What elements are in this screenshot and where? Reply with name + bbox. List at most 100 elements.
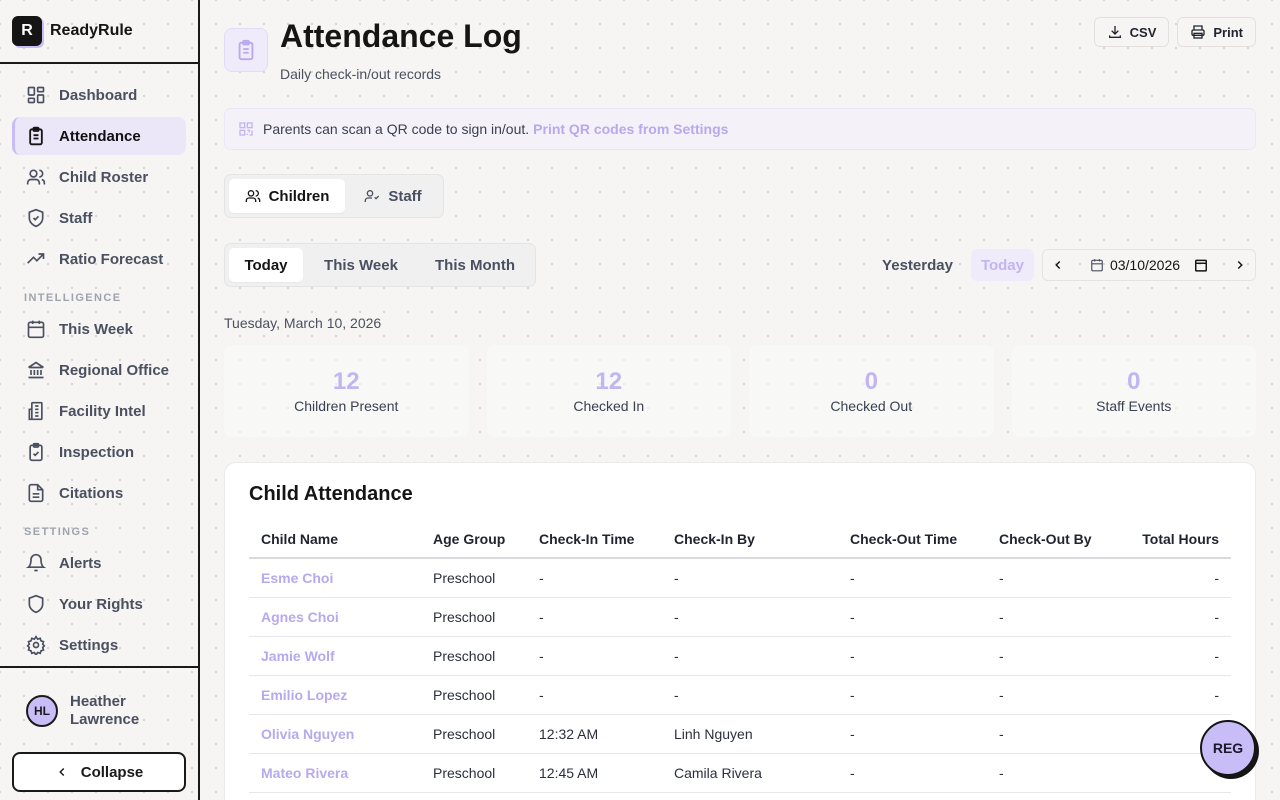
page-title: Attendance Log xyxy=(280,18,522,54)
child-name-link[interactable]: Emilio Lopez xyxy=(249,675,421,715)
clipboard-icon xyxy=(238,39,254,61)
sidebar-item-label: Citations xyxy=(59,484,124,502)
check-out-time: - xyxy=(838,675,987,715)
download-icon xyxy=(1108,26,1121,38)
child-name-link[interactable]: Esme Choi xyxy=(249,558,421,598)
child-name-link[interactable]: Jamie Wolf xyxy=(249,636,421,676)
column-header[interactable]: Total Hours xyxy=(1117,520,1231,559)
brand-logo: R xyxy=(12,16,42,46)
brand[interactable]: R ReadyRule xyxy=(0,0,198,64)
stat-label: Children Present xyxy=(294,398,399,414)
clipboard-icon xyxy=(29,126,43,146)
print-button[interactable]: Print xyxy=(1177,17,1256,47)
date-input[interactable]: 03/10/2026 xyxy=(1090,257,1208,273)
table-row: Jamie Wolf Preschool - - - - - xyxy=(249,636,1231,676)
gear-icon xyxy=(26,635,46,655)
date-picker[interactable]: 03/10/2026 xyxy=(1042,249,1256,281)
collapse-label: Collapse xyxy=(80,763,144,781)
check-out-by: - xyxy=(987,675,1117,715)
audience-tabs: Children Staff xyxy=(224,174,444,218)
column-header[interactable]: Child Name xyxy=(249,520,421,559)
today-button[interactable]: Today xyxy=(970,249,1034,281)
print-qr-codes-link[interactable]: Print QR codes from Settings xyxy=(533,121,729,137)
sidebar-item-your-rights[interactable]: Your Rights xyxy=(12,585,186,623)
column-header[interactable]: Check-In Time xyxy=(527,520,662,559)
sidebar-item-ratio-forecast[interactable]: Ratio Forecast xyxy=(12,240,186,278)
sidebar-item-alerts[interactable]: Alerts xyxy=(12,544,186,582)
check-in-time: - xyxy=(527,558,662,598)
sidebar-item-staff[interactable]: Staff xyxy=(12,199,186,237)
child-name-link[interactable]: Mateo Rivera xyxy=(249,753,421,793)
dashboard-icon xyxy=(27,86,45,104)
sidebar-item-label: Attendance xyxy=(59,127,141,145)
shield-check-icon xyxy=(28,208,44,228)
calendar-icon xyxy=(27,320,45,339)
shield-icon xyxy=(28,594,44,614)
sidebar-footer: HL Heather Lawrence Collapse xyxy=(0,666,198,800)
check-out-time: - xyxy=(838,636,987,676)
column-header[interactable]: Age Group xyxy=(421,520,527,559)
tab-label: Staff xyxy=(388,187,422,205)
child-name-link[interactable]: Olivia Nguyen xyxy=(249,714,421,754)
sidebar-item-citations[interactable]: Citations xyxy=(12,474,186,512)
stat-checked-out: 0 Checked Out xyxy=(749,345,994,437)
tab-children[interactable]: Children xyxy=(229,179,345,213)
calendar-picker-icon[interactable] xyxy=(1194,258,1208,272)
stat-staff-events: 0 Staff Events xyxy=(1011,345,1256,437)
yesterday-button[interactable]: Yesterday xyxy=(882,256,953,274)
reg-floating-button[interactable]: REG xyxy=(1200,720,1256,776)
stat-label: Checked Out xyxy=(830,398,913,414)
csv-export-button[interactable]: CSV xyxy=(1093,17,1170,47)
column-header[interactable]: Check-Out Time xyxy=(838,520,987,559)
collapse-button[interactable]: Collapse xyxy=(12,752,186,792)
chevron-left-icon[interactable] xyxy=(1051,258,1065,272)
check-in-by: Linh Nguyen xyxy=(662,714,838,754)
clipboard-check-icon xyxy=(29,442,43,462)
sidebar-item-regional-office[interactable]: Regional Office xyxy=(12,351,186,389)
current-date-label: Tuesday, March 10, 2026 xyxy=(224,315,382,331)
table-header-row: Child Name Age Group Check-In Time Check… xyxy=(249,520,1231,559)
table-row: Esme Choi Preschool - - - - - xyxy=(249,558,1231,598)
sidebar-item-attendance[interactable]: Attendance xyxy=(12,117,186,155)
total-hours: - xyxy=(1117,597,1231,637)
stat-value: 12 xyxy=(332,368,360,395)
stat-children-present: 12 Children Present xyxy=(224,345,469,437)
user-name: Heather Lawrence xyxy=(70,693,140,728)
bell-icon xyxy=(26,553,46,572)
sidebar-item-this-week[interactable]: This Week xyxy=(12,310,186,348)
tab-staff[interactable]: Staff xyxy=(347,179,439,213)
page-subtitle: Daily check-in/out records xyxy=(280,66,442,82)
chevron-left-icon xyxy=(58,767,64,777)
sidebar-item-inspection[interactable]: Inspection xyxy=(12,433,186,471)
brand-name: ReadyRule xyxy=(50,22,133,39)
check-in-by: - xyxy=(662,675,838,715)
check-out-time: - xyxy=(838,714,987,754)
check-in-time: - xyxy=(527,636,662,676)
check-out-time: - xyxy=(838,597,987,637)
tab-today[interactable]: Today xyxy=(229,248,303,282)
sidebar-item-settings[interactable]: Settings xyxy=(12,626,186,664)
column-header[interactable]: Check-In By xyxy=(662,520,838,559)
tab-this-month[interactable]: This Month xyxy=(435,256,515,274)
calendar-icon xyxy=(1091,259,1103,272)
sidebar-item-label: This Week xyxy=(59,320,133,338)
user-profile[interactable]: HL Heather Lawrence xyxy=(12,680,186,742)
sidebar-item-label: Inspection xyxy=(59,443,135,461)
total-hours: - xyxy=(1117,675,1231,715)
child-name-link[interactable]: Agnes Choi xyxy=(249,597,421,637)
date-value: 03/10/2026 xyxy=(1109,257,1181,273)
qr-code-icon xyxy=(239,122,253,136)
attendance-table: Child Name Age Group Check-In Time Check… xyxy=(249,520,1231,793)
sidebar-item-facility-intel[interactable]: Facility Intel xyxy=(12,392,186,430)
sidebar-item-child-roster[interactable]: Child Roster xyxy=(12,158,186,196)
sidebar-item-label: Staff xyxy=(59,209,93,227)
check-in-time: - xyxy=(527,675,662,715)
print-label: Print xyxy=(1213,24,1243,40)
check-out-by: - xyxy=(987,597,1117,637)
column-header[interactable]: Check-Out By xyxy=(987,520,1117,559)
chevron-right-icon[interactable] xyxy=(1233,258,1247,272)
check-out-by: - xyxy=(987,753,1117,793)
user-check-icon xyxy=(364,190,380,202)
tab-this-week[interactable]: This Week xyxy=(324,256,398,274)
sidebar-item-dashboard[interactable]: Dashboard xyxy=(12,76,186,114)
